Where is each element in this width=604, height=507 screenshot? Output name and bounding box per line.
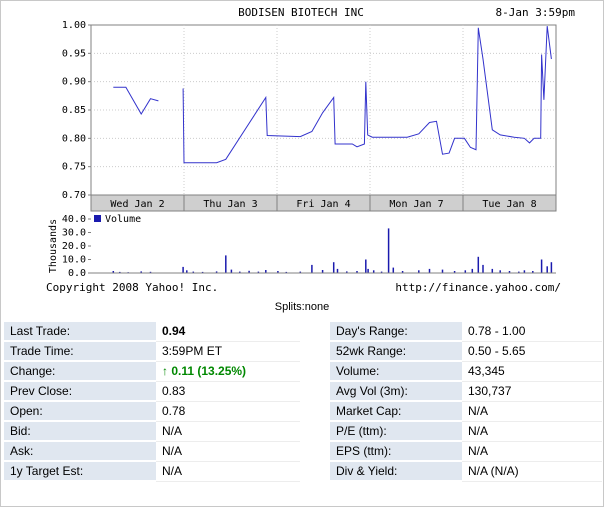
quote-row: Open: 0.78 [4, 401, 300, 422]
quote-label: Market Cap: [330, 401, 462, 422]
quote-value: 130,737 [462, 381, 602, 402]
quote-label: Volume: [330, 361, 462, 382]
quote-value: 43,345 [462, 361, 602, 382]
day-label: Fri Jan 4 [296, 199, 350, 210]
quote-label: Trade Time: [4, 341, 156, 362]
day-label: Mon Jan 7 [389, 199, 443, 210]
quote-row: Volume: 43,345 [330, 361, 602, 382]
chart-timestamp: 8-Jan 3:59pm [496, 6, 576, 19]
quote-row: Div & Yield: N/A (N/A) [330, 461, 602, 482]
price-tick-label: 0.90 [62, 77, 86, 88]
quote-value: 0.78 [156, 401, 300, 422]
quote-label: Bid: [4, 421, 156, 442]
quote-row: Change: ↑ 0.11 (13.25%) [4, 361, 300, 382]
quote-value: N/A [156, 421, 300, 442]
price-line [113, 86, 159, 115]
day-label: Tue Jan 8 [482, 199, 536, 210]
quote-left-body: Last Trade: 0.94 Trade Time: 3:59PM ET Chang… [4, 322, 300, 482]
quote-value: N/A (N/A) [462, 461, 602, 482]
quote-label: Avg Vol (3m): [330, 381, 462, 402]
quote-label: 1y Target Est: [4, 461, 156, 482]
price-tick-label: 0.70 [62, 190, 86, 201]
price-tick-label: 0.80 [62, 133, 86, 144]
volume-tick-label: 40.0 [62, 214, 86, 225]
quote-row: P/E (ttm): N/A [330, 421, 602, 442]
splits-note: Splits:none [274, 301, 330, 313]
chart-title: BODISEN BIOTECH INC [238, 6, 364, 19]
price-tick-label: 0.85 [62, 105, 86, 116]
quote-value: 3:59PM ET [156, 341, 300, 362]
volume-legend-swatch-icon [94, 215, 101, 222]
quote-row: Prev Close: 0.83 [4, 381, 300, 402]
quote-label: Change: [4, 361, 156, 382]
day-label: Wed Jan 2 [110, 199, 164, 210]
quote-row: 52wk Range: 0.50 - 5.65 [330, 341, 602, 362]
quote-row: Avg Vol (3m): 130,737 [330, 381, 602, 402]
quote-row: EPS (ttm): N/A [330, 441, 602, 462]
quote-label: Day's Range: [330, 322, 462, 342]
quote-label: EPS (ttm): [330, 441, 462, 462]
finance-url-link[interactable]: http://finance.yahoo.com/ [395, 281, 561, 294]
quote-value: N/A [156, 441, 300, 462]
quote-row: Ask: N/A [4, 441, 300, 462]
quote-label: Div & Yield: [330, 461, 462, 482]
quote-table-right: Day's Range: 0.78 - 1.00 52wk Range: 0.50 -… [330, 322, 602, 482]
price-volume-chart: BODISEN BIOTECH INC 8-Jan 3:59pm 1.00 0.9… [46, 6, 576, 294]
day-label: Thu Jan 3 [203, 199, 257, 210]
quote-label: Ask: [4, 441, 156, 462]
quote-row: Market Cap: N/A [330, 401, 602, 422]
quote-row: Trade Time: 3:59PM ET [4, 341, 300, 362]
quote-label: Prev Close: [4, 381, 156, 402]
price-tick-label: 1.00 [62, 20, 86, 31]
date-axis-band [90, 194, 557, 212]
quote-value: 0.50 - 5.65 [462, 341, 602, 362]
quote-label: P/E (ttm): [330, 421, 462, 442]
quote-summary: Last Trade: 0.94 Trade Time: 3:59PM ET Chang… [1, 322, 603, 482]
quote-row: Day's Range: 0.78 - 1.00 [330, 322, 602, 342]
volume-legend-label: Volume [105, 214, 141, 225]
quote-table-left: Last Trade: 0.94 Trade Time: 3:59PM ET Chang… [4, 322, 300, 482]
chart-copyright: Copyright 2008 Yahoo! Inc. [46, 281, 218, 294]
quote-value: N/A [462, 421, 602, 442]
volume-tick-label: 30.0 [62, 228, 86, 239]
quote-value: ↑ 0.11 (13.25%) [156, 361, 300, 382]
quote-value: N/A [462, 441, 602, 462]
up-arrow-icon: ↑ [162, 364, 168, 378]
volume-axis-title: Thousands [48, 219, 59, 273]
quote-row: Bid: N/A [4, 421, 300, 442]
price-tick-label: 0.75 [62, 162, 86, 173]
volume-tick-label: 10.0 [62, 255, 86, 266]
quote-row: Last Trade: 0.94 [4, 322, 300, 342]
chart-dynamic-layer: 1.00 0.95 0.90 0.85 0.80 0.75 0.70 Wed Jan 2 Thu… [62, 20, 556, 279]
quote-value: 0.78 - 1.00 [462, 322, 602, 342]
quote-value: 0.94 [156, 322, 300, 342]
quote-right-body: Day's Range: 0.78 - 1.00 52wk Range: 0.50 -… [330, 322, 602, 482]
price-line [182, 26, 552, 164]
quote-label: 52wk Range: [330, 341, 462, 362]
quote-value: 0.83 [156, 381, 300, 402]
quote-label: Open: [4, 401, 156, 422]
quote-label: Last Trade: [4, 322, 156, 342]
quote-value: N/A [156, 461, 300, 482]
price-tick-label: 0.95 [62, 48, 86, 59]
quote-value: N/A [462, 401, 602, 422]
volume-tick-label: 0.0 [68, 268, 86, 279]
quote-row: 1y Target Est: N/A [4, 461, 300, 482]
volume-tick-label: 20.0 [62, 241, 86, 252]
